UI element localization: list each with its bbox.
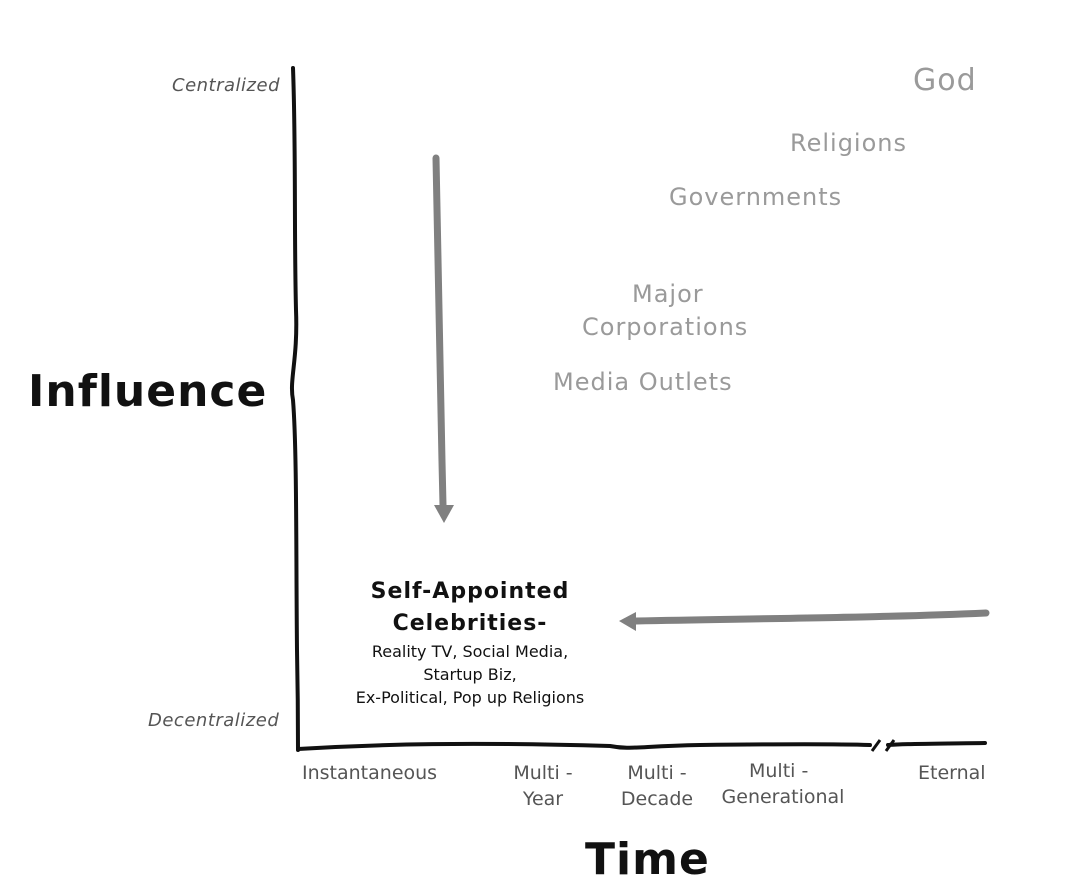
y-axis-top-label: Centralized <box>172 75 280 96</box>
celebrities-head-line2: Celebrities- <box>392 610 548 636</box>
x-axis-title: Time <box>585 834 710 885</box>
celebrities-block: Self-Appointed Celebrities- Reality TV, … <box>330 576 610 709</box>
x-axis-line <box>296 741 872 751</box>
x-tick-multi-generational-line1: Multi - <box>749 760 809 782</box>
downward-arrow <box>432 154 447 509</box>
downward-arrow-head <box>434 505 454 523</box>
x-tick-multi-decade: Multi - Decade <box>614 761 700 812</box>
y-axis-bottom-label: Decentralized <box>148 710 280 731</box>
x-tick-instantaneous-label: Instantaneous <box>302 762 438 784</box>
x-tick-multi-year: Multi - Year <box>508 761 578 812</box>
celebrities-sub-line2: Startup Biz, <box>423 664 517 684</box>
x-tick-multi-year-line2: Year <box>522 787 564 810</box>
entity-governments: Governments <box>669 183 843 211</box>
x-tick-instantaneous: Instantaneous <box>302 761 437 787</box>
entity-major-label: Major <box>632 280 704 308</box>
x-tick-eternal: Eternal <box>918 761 986 787</box>
x-axis-line-break <box>886 741 987 747</box>
x-tick-multi-decade-line2: Decade <box>620 787 694 810</box>
x-tick-multi-generational: Multi - Generational <box>715 759 851 810</box>
axis-break-mark <box>870 739 896 752</box>
x-tick-eternal-label: Eternal <box>918 762 986 784</box>
y-axis-line <box>289 66 300 752</box>
celebrities-head-line1: Self-Appointed <box>370 579 570 604</box>
entity-corporations-label: Corporations <box>582 313 749 341</box>
x-tick-multi-generational-line2: Generational <box>721 785 845 808</box>
entity-media-outlets: Media Outlets <box>553 368 733 396</box>
x-tick-multi-year-line1: Multi - <box>513 762 573 784</box>
celebrities-sub-line1: Reality TV, Social Media, <box>371 641 569 661</box>
celebrities-sub-line3: Ex-Political, Pop up Religions <box>355 688 585 708</box>
x-tick-multi-decade-line1: Multi - <box>627 762 687 784</box>
entity-god: God <box>913 63 977 98</box>
leftward-arrow-head <box>619 612 636 631</box>
y-axis-title: Influence <box>28 366 268 417</box>
entity-religions: Religions <box>790 129 907 157</box>
leftward-arrow <box>632 609 990 625</box>
